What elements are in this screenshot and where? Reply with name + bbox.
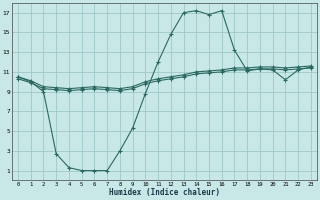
X-axis label: Humidex (Indice chaleur): Humidex (Indice chaleur) [109,188,220,197]
